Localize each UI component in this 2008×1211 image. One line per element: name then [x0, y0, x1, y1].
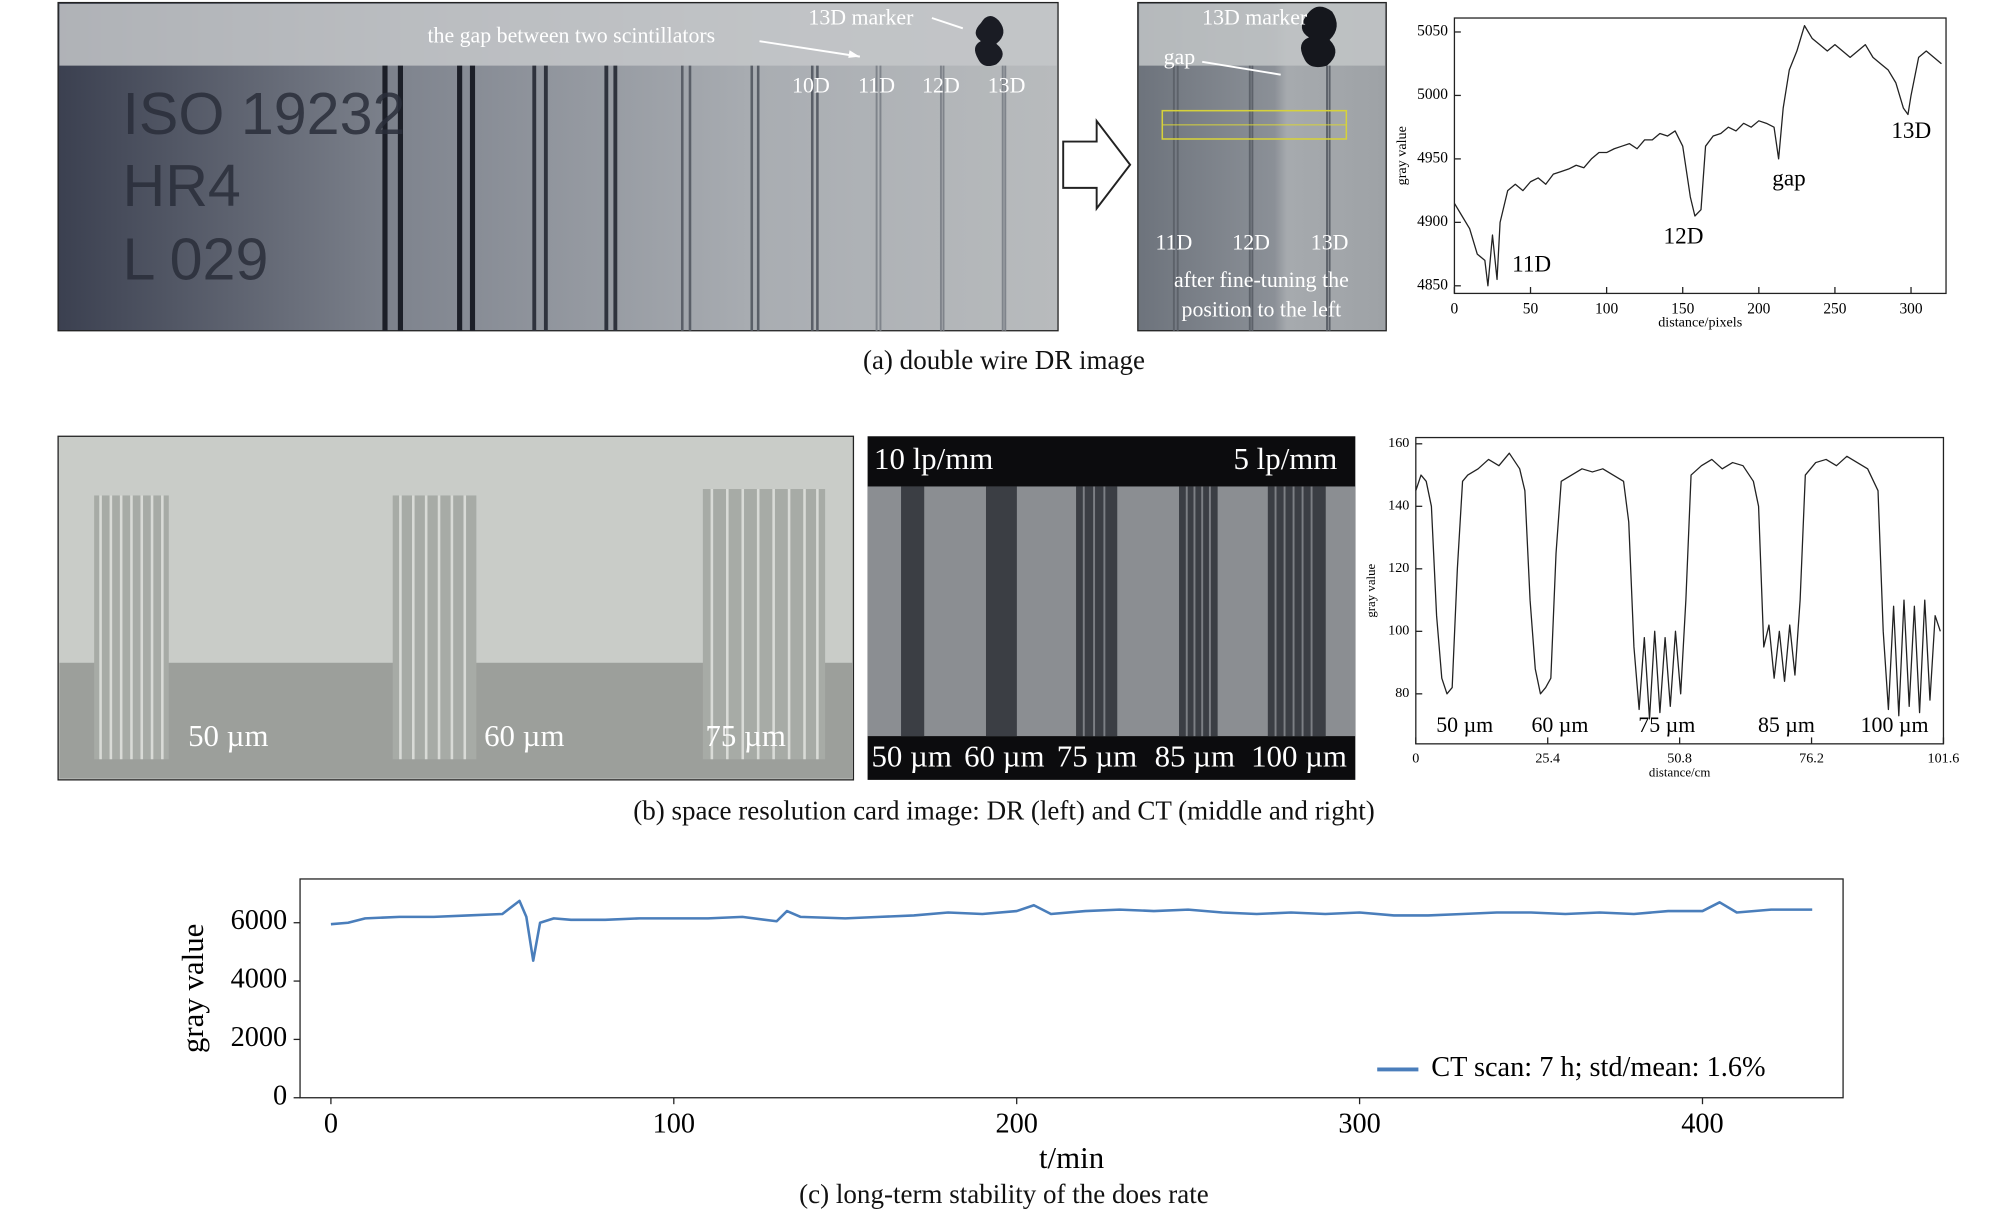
annotation: 60 µm	[1531, 713, 1588, 737]
size-label: 60 µm	[484, 718, 564, 753]
wire-label: 12D	[1232, 231, 1270, 255]
x-tick-label: 25.4	[1535, 750, 1560, 766]
note: position to the left	[1182, 297, 1342, 321]
resolution-dr-image: 50 µm 60 µm 75 µm	[57, 435, 855, 781]
legend-label: CT scan: 7 h; std/mean: 1.6%	[1431, 1052, 1765, 1083]
data-line	[1453, 24, 1942, 287]
fine-tuned-image: 13D marker gap 11D 12D 13D after fine-tu…	[1137, 1, 1387, 332]
x-axis-label: distance/cm	[1649, 765, 1710, 779]
size-label: 50 µm	[188, 718, 268, 753]
gap-label: the gap between two scintillators	[427, 23, 715, 47]
x-tick-label: 101.6	[1928, 750, 1960, 766]
y-tick-label: 4000	[231, 964, 288, 995]
y-tick-label: 100	[1388, 623, 1409, 639]
y-tick-label: 160	[1388, 435, 1409, 451]
lp-label: 10 lp/mm	[874, 441, 993, 476]
resolution-ct-image: 10 lp/mm 5 lp/mm 50 µm 60 µm 75 µm 85 µm…	[867, 436, 1356, 780]
x-tick-label: 50	[1523, 300, 1539, 317]
plate-text: ISO 19232	[122, 80, 405, 147]
y-tick-label: 2000	[231, 1022, 288, 1053]
x-tick-label: 200	[1747, 300, 1770, 317]
y-tick-label: 4900	[1417, 213, 1448, 230]
lp-label: 5 lp/mm	[1234, 441, 1338, 476]
x-tick-label: 76.2	[1799, 750, 1824, 766]
x-tick-label: 150	[1671, 300, 1694, 317]
y-tick-label: 6000	[231, 905, 288, 936]
y-axis-label: gray value	[1394, 126, 1410, 185]
x-tick-label: 100	[653, 1108, 695, 1139]
x-tick-label: 100	[1595, 300, 1618, 317]
y-tick-label: 80	[1395, 685, 1409, 701]
plot-frame	[1453, 17, 1947, 295]
size-label: 100 µm	[1251, 738, 1347, 773]
annotation: gap	[1772, 165, 1805, 191]
y-axis-label: gray value	[1364, 563, 1378, 617]
marker-label: 13D marker	[1202, 5, 1308, 29]
x-tick-label: 300	[1338, 1108, 1380, 1139]
size-label: 60 µm	[964, 738, 1044, 773]
plot-frame	[1415, 436, 1945, 745]
annotation: 75 µm	[1638, 713, 1695, 737]
x-tick-label: 400	[1681, 1108, 1723, 1139]
wire-label: 11D	[858, 74, 895, 98]
x-tick-label: 0	[324, 1108, 338, 1139]
y-tick-label: 4950	[1417, 149, 1448, 166]
x-tick-label: 250	[1823, 300, 1846, 317]
x-tick-label: 0	[1412, 750, 1419, 766]
size-label: 85 µm	[1155, 738, 1235, 773]
x-tick-label: 0	[1451, 300, 1459, 317]
annotation: 85 µm	[1758, 713, 1815, 737]
y-tick-label: 5000	[1417, 86, 1448, 103]
x-axis-label: distance/pixels	[1658, 314, 1742, 330]
y-tick-label: 0	[273, 1080, 287, 1111]
marker-label: 13D marker	[808, 5, 914, 29]
y-tick-label: 120	[1388, 560, 1409, 576]
caption: (c) long-term stability of the does rate	[799, 1179, 1209, 1209]
y-tick-label: 4850	[1417, 276, 1448, 293]
annotation: 50 µm	[1436, 713, 1493, 737]
plot-frame	[299, 878, 1844, 1099]
plate-text: HR4	[122, 152, 240, 219]
wire-label: 10D	[792, 74, 830, 98]
y-tick-label: 5050	[1417, 23, 1448, 40]
data-line	[1415, 452, 1941, 720]
x-tick-label: 50.8	[1667, 750, 1692, 766]
size-label: 75 µm	[1057, 738, 1137, 773]
data-line	[330, 899, 1813, 962]
wire-label: 12D	[922, 74, 960, 98]
plate-text: L 029	[122, 225, 268, 292]
size-label: 50 µm	[871, 738, 951, 773]
gap-label: gap	[1164, 45, 1196, 69]
note: after fine-tuning the	[1174, 268, 1349, 292]
annotation: 12D	[1664, 223, 1704, 249]
x-tick-label: 200	[995, 1108, 1037, 1139]
y-tick-label: 140	[1388, 498, 1409, 514]
size-label: 75 µm	[705, 718, 785, 753]
y-axis-label: gray value	[175, 924, 210, 1053]
wire-label: 13D	[988, 74, 1026, 98]
caption: (a) double wire DR image	[863, 345, 1145, 375]
annotation: 100 µm	[1861, 713, 1929, 737]
x-axis-label: t/min	[1039, 1140, 1104, 1175]
annotation: 11D	[1512, 252, 1551, 278]
dr-image: ISO 19232 HR4 L 029 the gap between two …	[57, 1, 1059, 332]
annotation: 13D	[1891, 118, 1931, 144]
wire-label: 11D	[1155, 231, 1192, 255]
wire-label: 13D	[1311, 231, 1349, 255]
arrow	[1062, 118, 1132, 212]
caption: (b) space resolution card image: DR (lef…	[633, 796, 1374, 826]
x-tick-label: 300	[1899, 300, 1922, 317]
